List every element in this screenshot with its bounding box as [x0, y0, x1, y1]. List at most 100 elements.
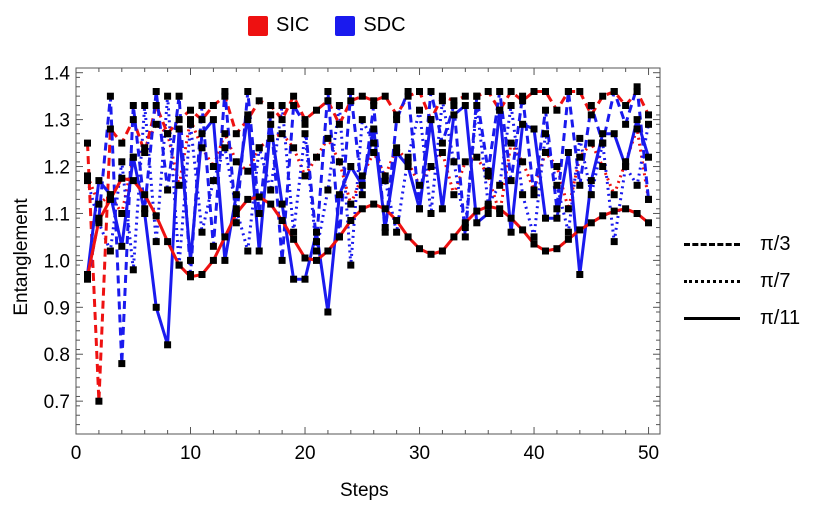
data-point	[232, 191, 240, 199]
x-axis-title: Steps	[340, 480, 389, 501]
data-point	[267, 120, 275, 128]
data-point	[152, 212, 160, 220]
data-point	[484, 172, 492, 180]
data-point	[278, 256, 286, 264]
data-point	[542, 214, 549, 222]
data-point	[290, 144, 298, 152]
data-point	[358, 172, 366, 180]
x-tick-label: 50	[638, 443, 659, 464]
data-point	[95, 200, 103, 208]
data-point	[553, 106, 561, 114]
data-point	[358, 191, 366, 199]
data-point	[530, 88, 538, 95]
data-point	[290, 228, 298, 236]
data-point	[244, 111, 252, 119]
data-point	[576, 181, 584, 189]
legend-item-sdc: SDC	[335, 14, 406, 37]
data-point	[645, 120, 652, 128]
sdc-swatch	[335, 15, 356, 36]
legend-item-pi11: π/11	[684, 300, 800, 337]
data-point	[118, 158, 126, 166]
data-point	[393, 144, 401, 152]
data-point	[290, 235, 298, 243]
data-point	[553, 163, 561, 170]
data-point	[416, 88, 423, 95]
legend-item-pi7: π/7	[684, 263, 800, 300]
data-point	[267, 186, 275, 194]
y-tick-label: 1.2	[44, 158, 70, 179]
data-point	[461, 102, 469, 109]
data-point	[84, 139, 91, 147]
data-point	[404, 88, 412, 95]
data-point	[519, 191, 527, 199]
data-point	[473, 219, 481, 227]
data-point	[255, 193, 263, 201]
data-point	[313, 153, 320, 161]
y-tick-label: 0.9	[44, 298, 70, 319]
y-tick-label: 1.4	[44, 64, 71, 85]
data-point	[198, 102, 206, 109]
data-point	[347, 261, 355, 269]
data-point	[244, 88, 252, 95]
data-point	[278, 217, 286, 224]
data-point	[427, 116, 435, 124]
data-point	[187, 116, 194, 124]
data-point	[95, 177, 103, 185]
data-point	[610, 130, 618, 138]
data-point	[244, 195, 252, 203]
data-point	[255, 97, 263, 105]
data-point	[553, 181, 561, 189]
legend-item-pi3: π/3	[684, 226, 800, 263]
data-point	[370, 200, 378, 208]
data-point	[576, 134, 584, 142]
data-point	[484, 210, 492, 217]
data-point	[393, 217, 401, 224]
data-point	[496, 181, 504, 189]
data-point	[645, 195, 652, 203]
data-point	[106, 195, 114, 203]
data-point	[290, 102, 298, 109]
data-point	[209, 256, 217, 264]
data-point	[450, 102, 458, 109]
data-point	[175, 92, 183, 100]
legend-label-sic: SIC	[276, 14, 310, 36]
data-point	[622, 163, 630, 170]
data-point	[267, 200, 275, 208]
data-point	[324, 97, 332, 105]
data-point	[290, 92, 298, 100]
y-tick-label: 0.8	[44, 345, 70, 366]
data-point	[129, 266, 137, 274]
data-point	[599, 163, 607, 170]
data-point	[576, 153, 584, 161]
data-point	[393, 228, 401, 236]
data-point	[507, 88, 515, 95]
data-point	[255, 144, 263, 152]
data-point	[438, 97, 446, 105]
data-point	[404, 92, 412, 100]
data-point	[473, 102, 481, 109]
data-point	[542, 88, 549, 95]
data-point	[209, 163, 217, 170]
series-line-sdc-dashed	[86, 85, 650, 366]
data-point	[599, 139, 607, 147]
data-point	[278, 130, 286, 138]
legend-label-pi11: π/11	[760, 307, 801, 329]
data-point	[564, 235, 572, 243]
data-point	[370, 149, 378, 156]
data-point	[633, 88, 641, 95]
data-point	[301, 116, 309, 124]
data-point	[175, 181, 183, 189]
data-point	[587, 191, 595, 199]
data-point	[530, 191, 538, 199]
data-point	[187, 106, 194, 114]
data-point	[358, 181, 366, 189]
y-tick-label: 1.0	[44, 251, 70, 272]
data-point	[645, 153, 652, 161]
data-point	[221, 92, 229, 100]
data-point	[633, 83, 641, 91]
data-point	[542, 247, 549, 255]
data-point	[633, 210, 641, 217]
data-point	[347, 97, 355, 105]
data-point	[358, 205, 366, 213]
data-point	[129, 102, 137, 109]
